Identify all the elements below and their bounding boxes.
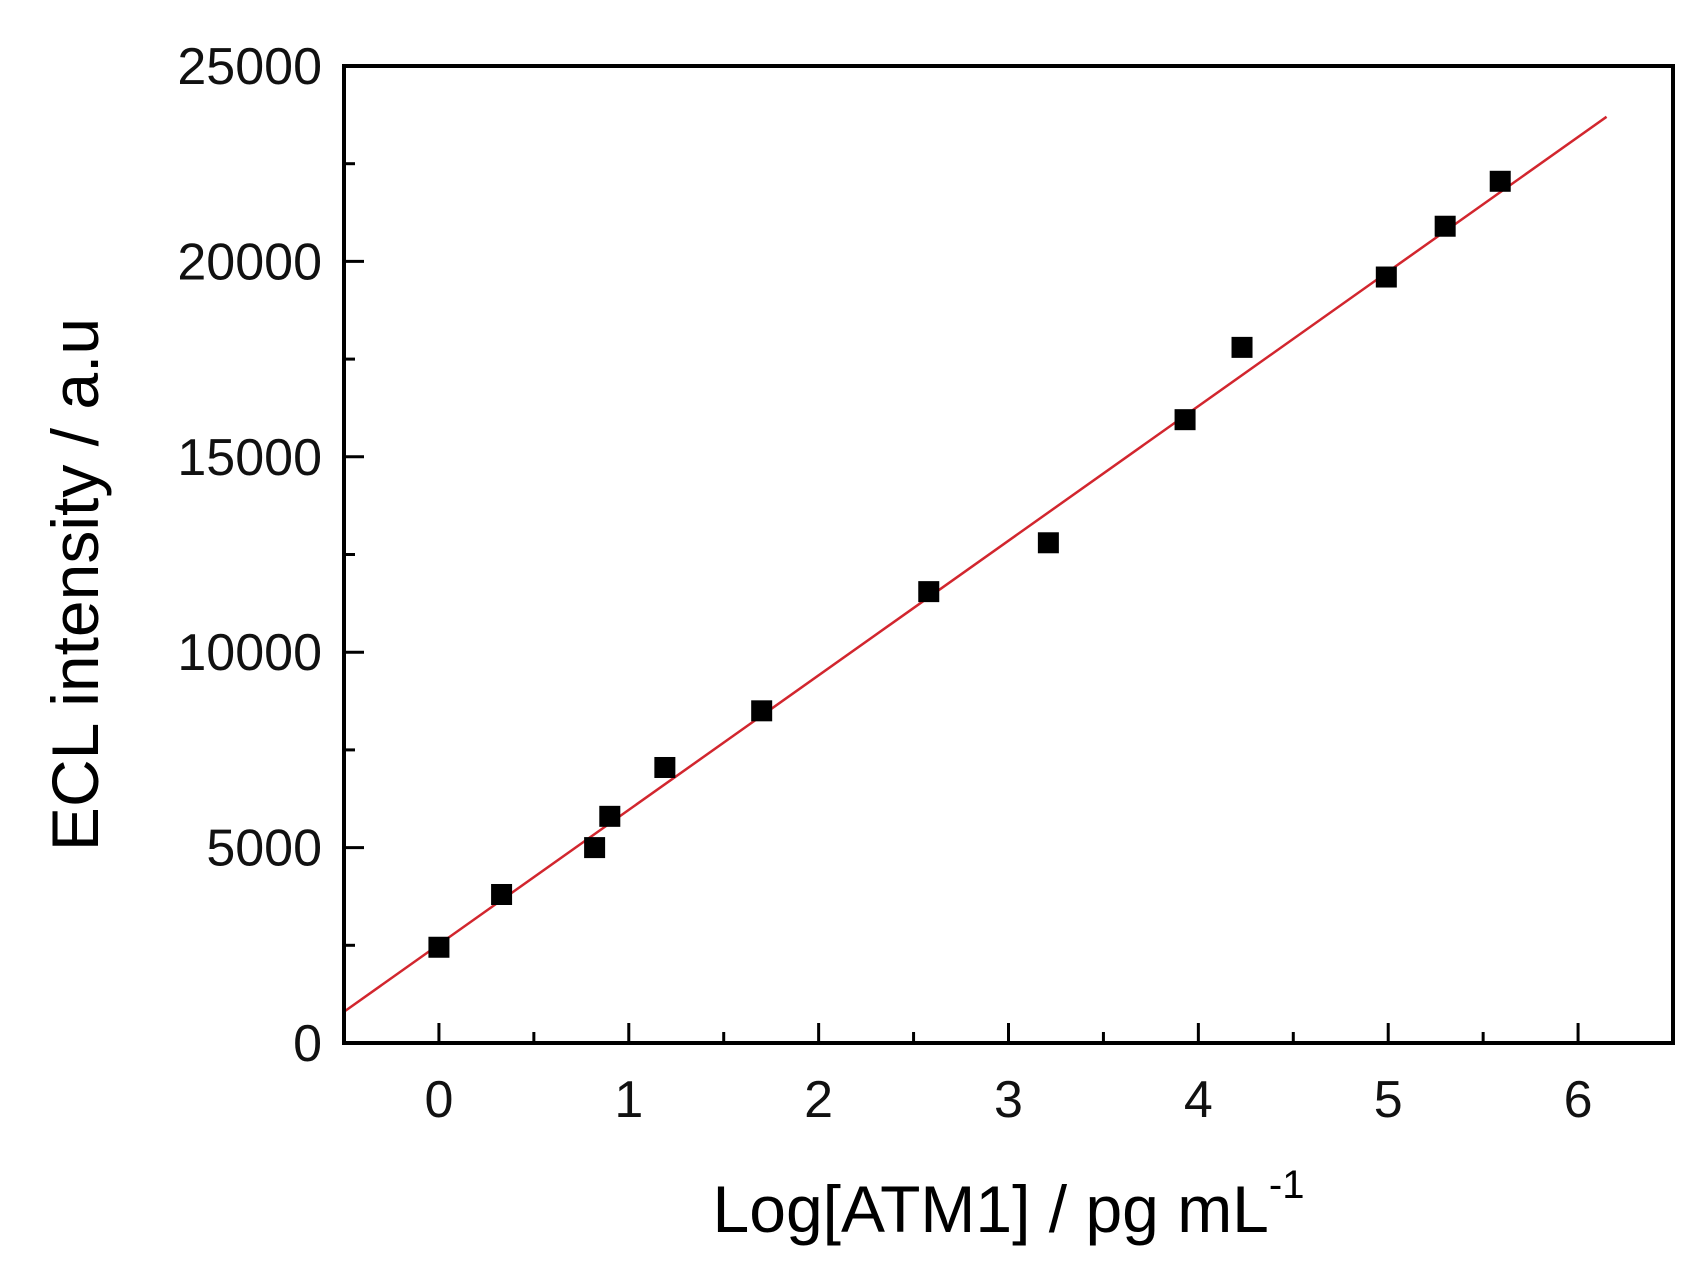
x-tick-label: 1 <box>614 1071 643 1129</box>
y-tick-labels: 0 5000 10000 15000 20000 25000 <box>177 38 322 1073</box>
data-point <box>491 883 513 905</box>
x-axis-title: Log[ATM1] / pg mL-1 <box>713 1163 1305 1246</box>
fit-line-group <box>343 115 1608 1013</box>
linear-fit-line <box>343 115 1608 1013</box>
data-point <box>654 756 676 778</box>
data-points <box>428 170 1511 958</box>
x-tick-label: 2 <box>804 1071 833 1129</box>
data-point <box>918 581 940 603</box>
y-tick-label: 0 <box>293 1015 322 1073</box>
data-point <box>1174 409 1196 431</box>
x-tick-label: 6 <box>1564 1071 1593 1129</box>
data-point <box>599 805 621 827</box>
y-tick-label: 25000 <box>177 38 322 96</box>
plot-frame <box>342 64 1675 1045</box>
data-point <box>1434 215 1456 237</box>
data-point <box>1489 170 1511 192</box>
data-point <box>1037 532 1059 554</box>
x-tick-label: 3 <box>994 1071 1023 1129</box>
y-axis-title: ECL intensity / a.u <box>38 318 112 851</box>
y-tick-label: 20000 <box>177 233 322 291</box>
x-tick-label: 5 <box>1374 1071 1403 1129</box>
data-point <box>1375 266 1397 288</box>
data-point <box>751 700 773 722</box>
data-point <box>428 936 450 958</box>
y-tick-label: 10000 <box>177 624 322 682</box>
y-tick-label: 15000 <box>177 429 322 487</box>
x-tick-labels: 0 1 2 3 4 5 6 <box>424 1071 1592 1129</box>
x-axis-title-superscript: -1 <box>1269 1163 1305 1207</box>
x-tick-label: 0 <box>424 1071 453 1129</box>
data-point <box>1231 336 1253 358</box>
data-point <box>584 837 606 859</box>
y-tick-label: 5000 <box>206 820 322 878</box>
x-tick-label: 4 <box>1184 1071 1213 1129</box>
x-axis-title-text: Log[ATM1] / pg mL <box>713 1172 1269 1246</box>
